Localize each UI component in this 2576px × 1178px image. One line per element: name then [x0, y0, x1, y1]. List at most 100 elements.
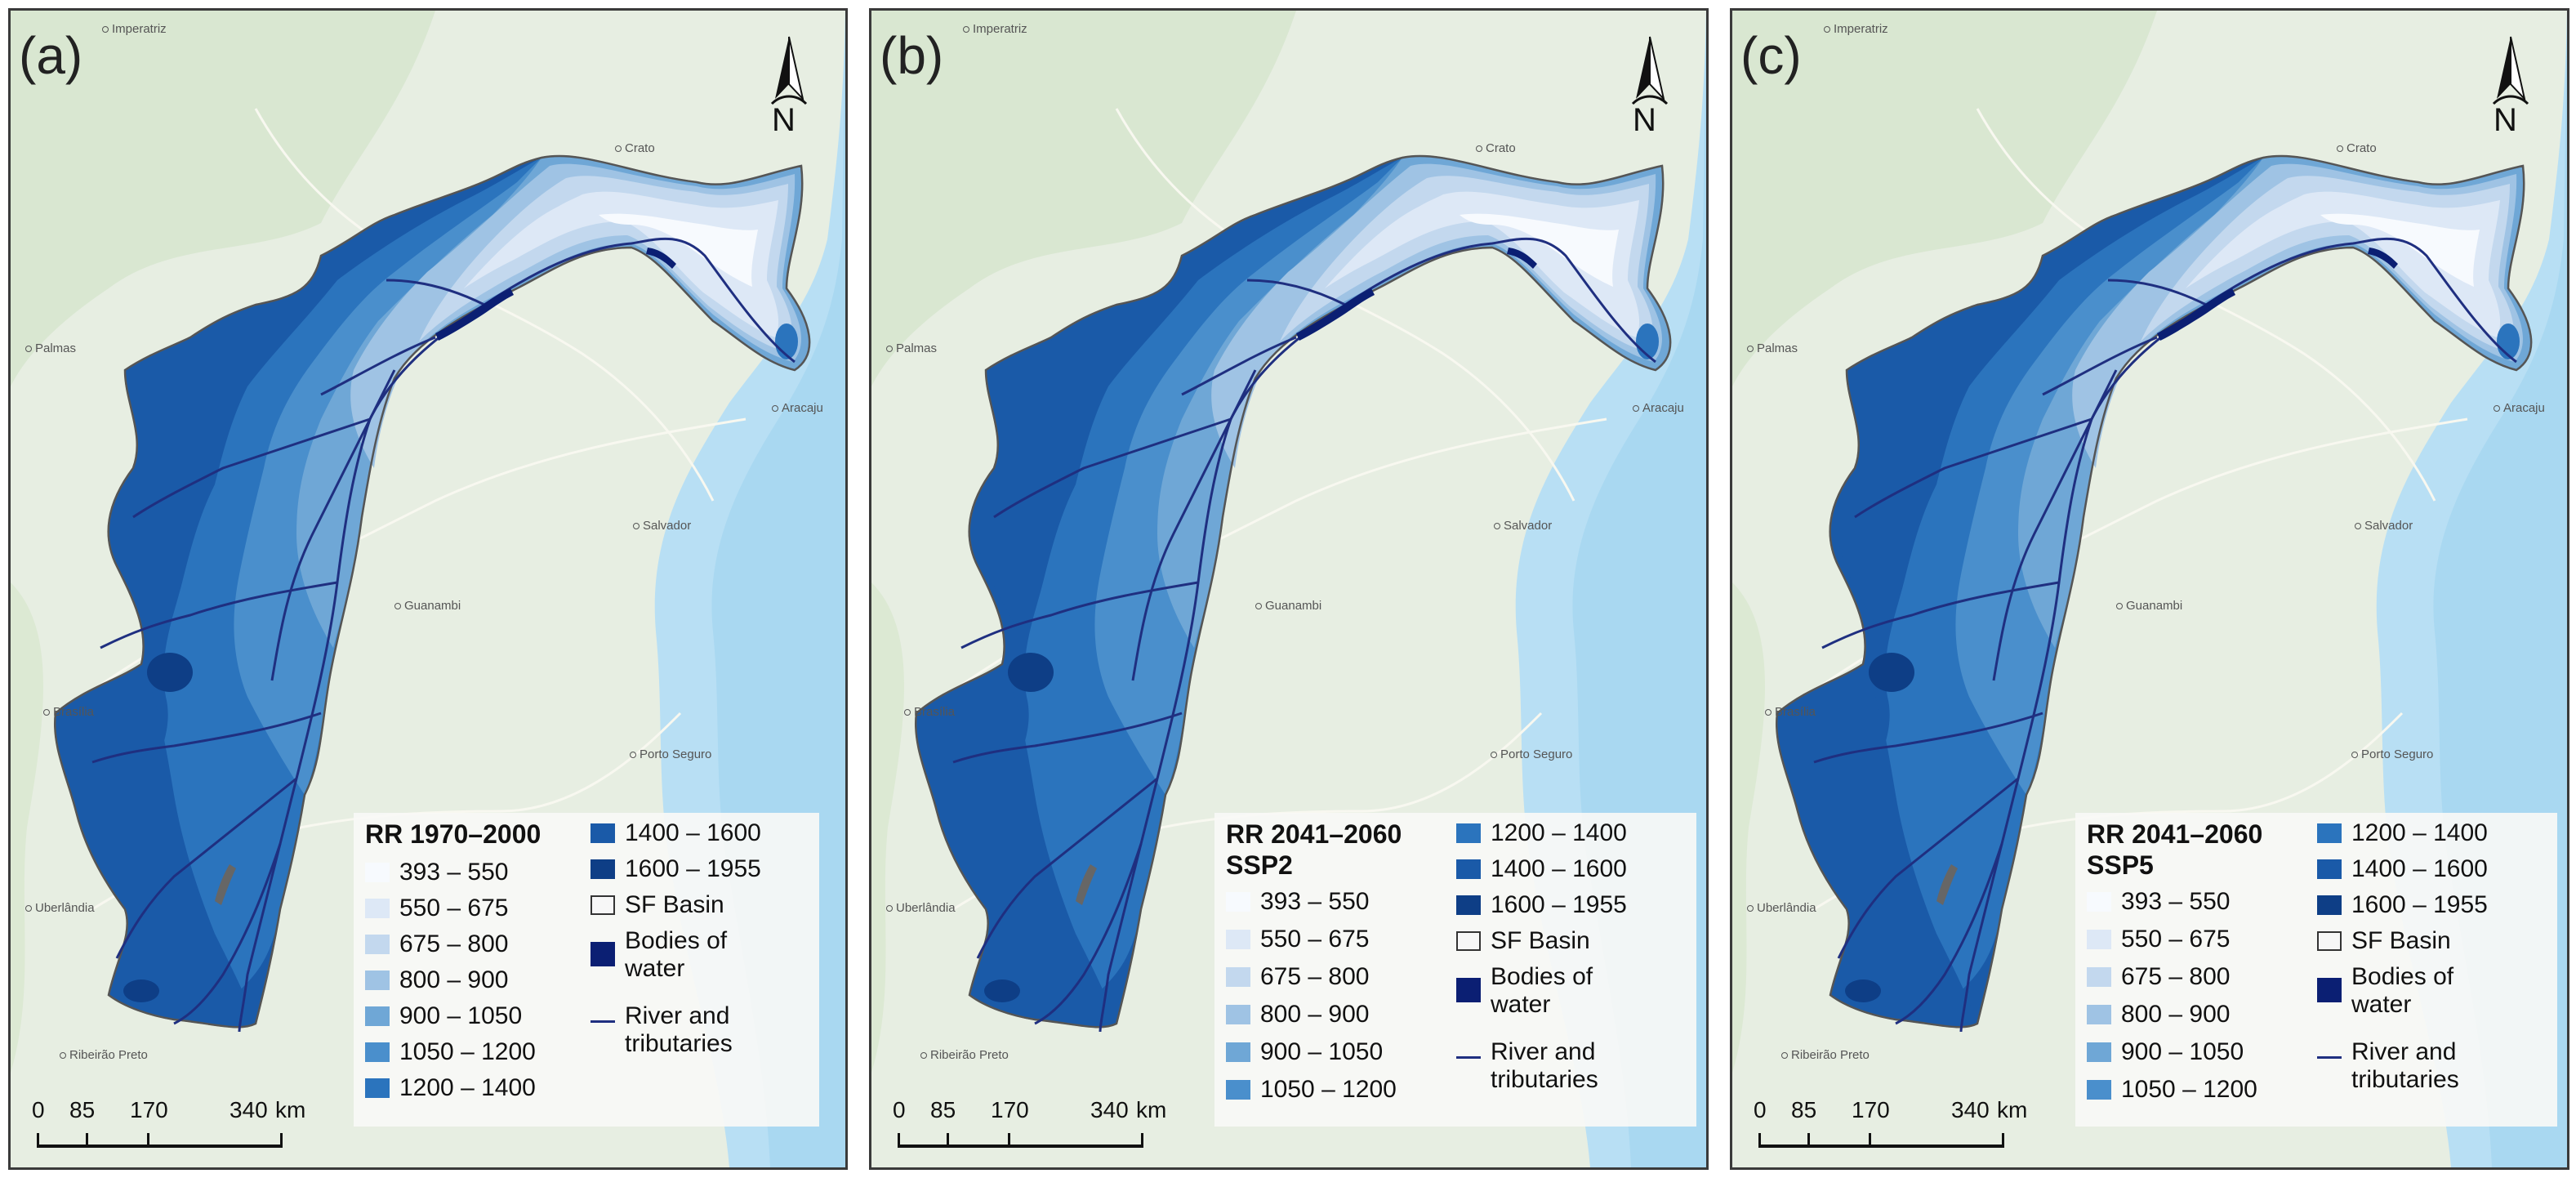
city-label: Aracaju [2494, 401, 2545, 415]
city-label: Uberlândia [1747, 901, 1816, 915]
city-label: Uberlândia [25, 901, 95, 915]
city-label: Guanambi [2116, 599, 2182, 613]
legend-item-water: Bodies of water [2317, 963, 2453, 1019]
legend-item: 1600 – 1955 [1456, 891, 1627, 919]
legend-item: 1050 – 1200 [365, 1038, 536, 1066]
forest-area [871, 582, 904, 1073]
forest-area [1732, 11, 2157, 386]
water-body [1076, 864, 1097, 905]
city-label: Palmas [1747, 341, 1798, 355]
north-letter: N [1633, 102, 1656, 138]
city-label: Salvador [633, 519, 691, 533]
legend-item: 900 – 1050 [365, 1002, 522, 1030]
basin-outline [1776, 154, 2533, 1029]
north-arrow-icon: N [1621, 33, 1678, 140]
legend-item: 1200 – 1400 [1456, 819, 1627, 847]
legend-item-river: River and tributaries [2317, 1038, 2459, 1094]
legend-item-basin: SF Basin [591, 891, 724, 919]
map-panel-a: (a) N Imperatriz Crato Palmas Aracaju Sa… [8, 8, 848, 1170]
scale-bar: 0 85 170 340 km [1750, 1097, 2371, 1166]
river-network [91, 237, 796, 1033]
city-label: Imperatriz [963, 22, 1027, 36]
basin-outline [54, 154, 811, 1029]
legend-item-basin: SF Basin [2317, 927, 2451, 955]
legend-item-water: Bodies of water [591, 927, 727, 983]
city-label: Salvador [2355, 519, 2413, 533]
city-label: Porto Seguro [630, 747, 711, 761]
city-label: Guanambi [394, 599, 461, 613]
city-label: Imperatriz [102, 22, 167, 36]
legend-item: 1400 – 1600 [1456, 855, 1627, 883]
legend-item: 1200 – 1400 [2317, 819, 2488, 847]
legend-title: RR 1970–2000 [365, 819, 541, 849]
north-letter: N [772, 102, 796, 138]
forest-area [11, 582, 43, 1073]
city-label: Uberlândia [886, 901, 956, 915]
city-label: Crato [2337, 141, 2377, 155]
legend-item: 1050 – 1200 [2087, 1076, 2257, 1104]
basemap [11, 11, 845, 1167]
city-label: Imperatriz [1824, 22, 1888, 36]
city-label: Brasília [43, 705, 94, 719]
city-label: Crato [615, 141, 655, 155]
water-body [1936, 864, 1958, 905]
water-body [2368, 248, 2398, 269]
legend-item: 550 – 675 [365, 895, 508, 922]
map-panel-c: (c) N Imperatriz Crato Palmas Aracaju Sa… [1730, 8, 2569, 1170]
map-legend: RR 2041–2060 SSP2 393 – 550 550 – 675 67… [1214, 813, 1696, 1127]
city-label: Brasília [904, 705, 955, 719]
city-label: Salvador [1494, 519, 1552, 533]
city-label: Crato [1476, 141, 1516, 155]
map-panel-b: (b) N Imperatriz Crato Palmas Aracaju Sa… [869, 8, 1709, 1170]
legend-item: 550 – 675 [2087, 926, 2230, 953]
river-network [952, 237, 1656, 1033]
legend-title: RR 2041–2060 [1226, 819, 1402, 849]
scale-bar: 0 85 170 340 km [889, 1097, 1510, 1166]
river-network [1813, 237, 2517, 1033]
city-label: Ribeirão Preto [60, 1048, 148, 1062]
legend-item: 393 – 550 [365, 859, 508, 886]
water-body [215, 864, 236, 905]
legend-title: RR 2041–2060 [2087, 819, 2263, 849]
legend-item: 1400 – 1600 [591, 819, 761, 847]
legend-subtitle: SSP5 [2087, 850, 2154, 880]
scale-bar: 0 85 170 340 km [29, 1097, 649, 1166]
legend-item: 675 – 800 [1226, 963, 1369, 991]
legend-item: 393 – 550 [1226, 888, 1369, 916]
legend-item-river: River and tributaries [591, 1002, 733, 1058]
basemap [1732, 11, 2567, 1167]
legend-item: 900 – 1050 [2087, 1038, 2244, 1066]
legend-item: 800 – 900 [2087, 1001, 2230, 1029]
city-label: Porto Seguro [2351, 747, 2433, 761]
map-legend: RR 2041–2060 SSP5 393 – 550 550 – 675 67… [2075, 813, 2557, 1127]
city-label: Brasília [1765, 705, 1816, 719]
legend-item: 1050 – 1200 [1226, 1076, 1397, 1104]
water-body [1296, 288, 1375, 341]
forest-area [1732, 582, 1765, 1073]
panel-label: (c) [1740, 26, 1802, 85]
forest-area [11, 11, 435, 386]
city-label: Porto Seguro [1491, 747, 1572, 761]
road [254, 108, 715, 502]
legend-item: 675 – 800 [2087, 963, 2230, 991]
city-label: Aracaju [772, 401, 823, 415]
north-letter: N [2494, 102, 2517, 138]
city-label: Palmas [25, 341, 76, 355]
legend-item: 1600 – 1955 [2317, 891, 2488, 919]
north-arrow-icon: N [760, 33, 818, 140]
city-label: Palmas [886, 341, 937, 355]
city-label: Ribeirão Preto [1781, 1048, 1870, 1062]
city-label: Aracaju [1633, 401, 1684, 415]
legend-item-basin: SF Basin [1456, 927, 1590, 955]
road [1115, 108, 1575, 502]
legend-item: 675 – 800 [365, 930, 508, 958]
water-body [1507, 248, 1537, 269]
water-body [646, 248, 676, 269]
map-legend: RR 1970–2000 393 – 550 550 – 675 675 – 8… [354, 813, 819, 1127]
legend-item: 800 – 900 [1226, 1001, 1369, 1029]
panel-label: (b) [880, 26, 944, 85]
water-body [435, 288, 514, 341]
basin-outline [915, 154, 1672, 1029]
legend-item: 1400 – 1600 [2317, 855, 2488, 883]
legend-item: 550 – 675 [1226, 926, 1369, 953]
